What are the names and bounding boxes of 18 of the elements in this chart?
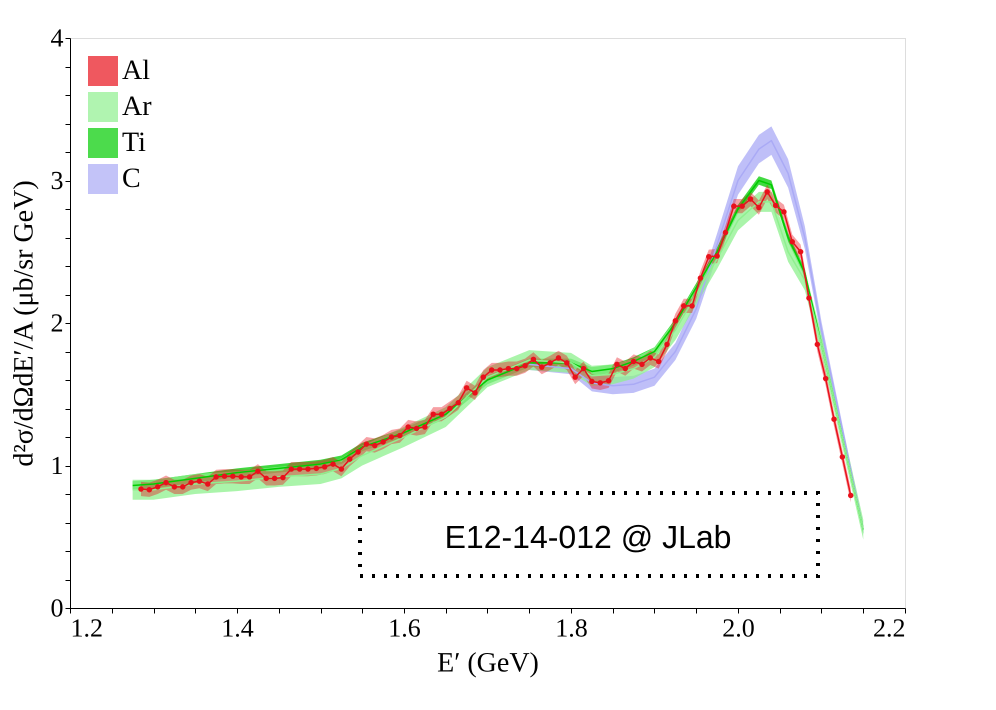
legend-label: Ti [122,127,146,158]
x-tick-label: 1.8 [555,614,588,642]
x-tick-label: 1.4 [221,614,254,642]
y-tick-label: 3 [50,166,64,195]
y-tick-label: 1 [50,451,64,480]
y-axis-title: d²σ/dΩdE′/A (μb/sr GeV) [8,180,40,467]
annotation: E12-14-012 @ JLab [444,519,732,555]
legend-label: C [122,163,141,194]
x-tick-label: 2.0 [722,614,755,642]
legend-label: Ar [122,91,152,122]
x-tick-label: 1.6 [388,614,421,642]
y-tick-label: 0 [50,594,64,622]
x-tick-label: 2.2 [873,614,906,642]
legend-label: Al [122,55,150,86]
x-tick-label: 1.2 [70,614,103,642]
y-tick-label: 4 [50,24,64,52]
y-tick-label: 2 [50,308,64,338]
x-axis-title: E′ (GeV) [437,648,539,678]
